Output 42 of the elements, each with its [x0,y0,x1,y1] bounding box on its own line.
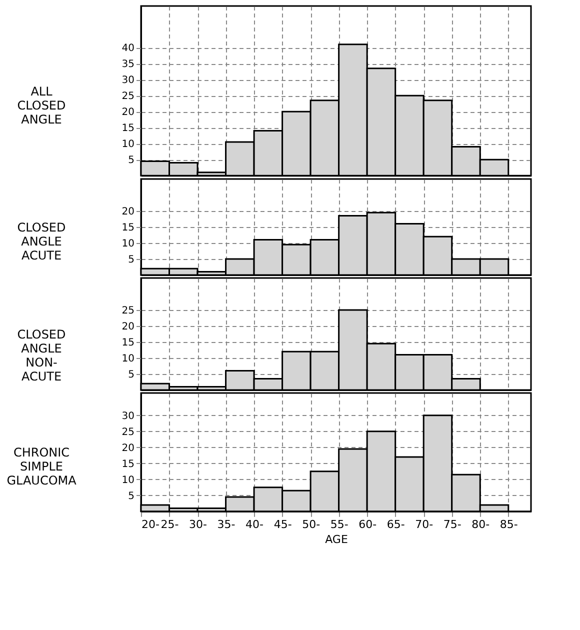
y-tick-label: 15 [122,338,134,348]
y-tick-label: 25 [122,426,134,438]
x-tick-label: 80- [472,518,490,531]
text: ALL CLOSED ANGLE [17,84,66,126]
y-tick-label: 30 [122,75,134,86]
y-tick-label: 10 [122,474,134,486]
y-tick-label: 10 [122,354,134,364]
y-tick-label: 20 [122,322,134,332]
y-tick-label: 25 [122,91,134,102]
x-tick-label: 85- [500,518,518,531]
y-tick-label: 5 [128,155,134,166]
x-tick-label: 45- [274,518,292,531]
x-axis-title: AGE [325,532,348,546]
y-tick-label: 5 [128,370,134,380]
x-tick-label: 30- [189,518,208,531]
x-tick-label: 20- [142,518,160,531]
y-tick-label: 30 [122,410,134,422]
y-tick-label: 5 [128,254,134,266]
y-tick-label: 15 [122,458,134,470]
y-tick-label: 15 [122,222,134,234]
x-tick-label: 65- [386,518,405,531]
y-tick-label: 15 [122,123,134,134]
x-tick-label: 75- [443,518,462,531]
y-tick-label: 20 [122,107,134,118]
text: CHRONIC SIMPLE GLAUCOMA [6,446,78,488]
y-tick-label: 10 [122,238,134,250]
x-tick-label: 55- [330,518,348,531]
y-tick-label: 40 [122,43,134,54]
y-tick-label: 20 [122,206,134,218]
x-tick-label: 70- [415,518,434,531]
x-tick-label: 60- [358,518,377,531]
x-tick-label: 35- [217,518,236,531]
y-tick-label: 20 [122,442,134,454]
x-tick-label: 25- [160,518,179,531]
text: CLOSED ANGLE NON- ACUTE [17,328,66,384]
y-tick-label: 35 [122,59,134,70]
x-tick-label: 50- [302,518,320,531]
text: CLOSED ANGLE ACUTE [17,220,66,262]
y-tick-label: 25 [122,306,134,316]
y-tick-label: 10 [122,139,134,150]
x-tick-label: 40- [246,518,264,531]
y-tick-label: 5 [128,490,134,502]
